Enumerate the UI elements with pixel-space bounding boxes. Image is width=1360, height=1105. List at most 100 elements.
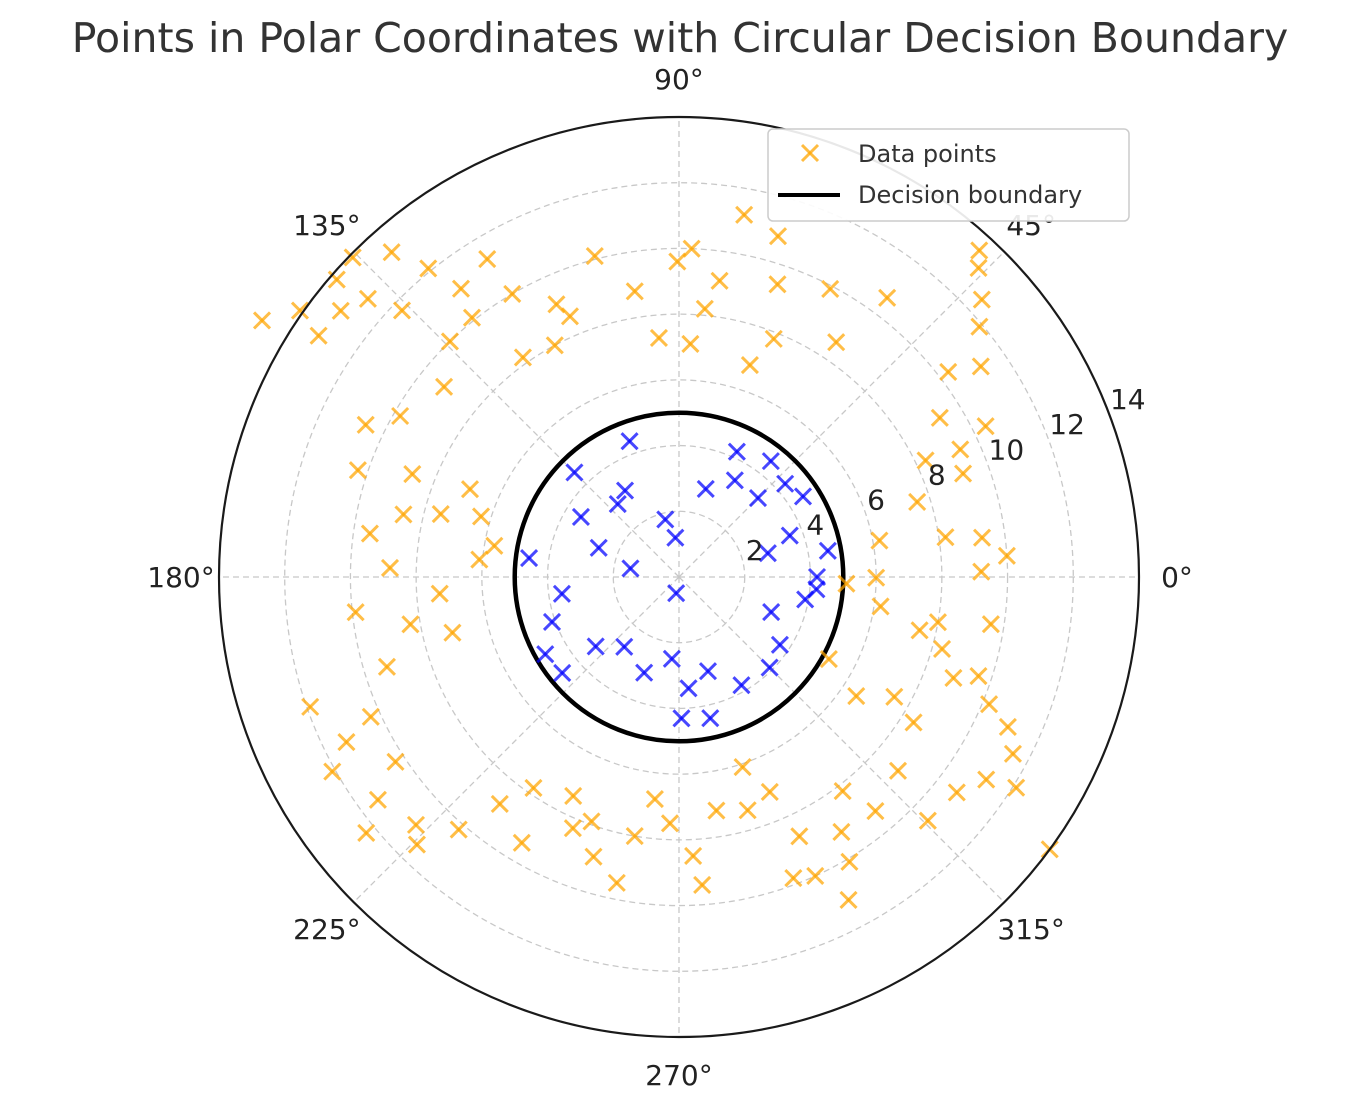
radial-tick-label: 6 — [867, 484, 885, 517]
legend-marker-icon — [800, 143, 820, 163]
chart-title: Points in Polar Coordinates with Circula… — [71, 14, 1289, 62]
data-point-outside — [740, 356, 759, 375]
data-point-outside — [301, 697, 320, 716]
data-point-outside — [827, 333, 846, 352]
radial-tick-label: 12 — [1049, 408, 1085, 441]
radial-tick-label: 2 — [746, 534, 764, 567]
data-point-inside — [780, 526, 799, 545]
data-point-outside — [470, 550, 489, 569]
data-point-inside — [776, 474, 795, 493]
data-point-outside — [695, 299, 714, 318]
data-point-outside — [936, 528, 955, 547]
data-point-inside — [635, 663, 654, 682]
data-point-outside — [331, 301, 350, 320]
data-point-outside — [847, 687, 866, 706]
radial-tick-label: 4 — [806, 509, 824, 542]
angular-gridline — [678, 576, 1005, 903]
data-point-outside — [524, 778, 543, 798]
data-point-outside — [348, 461, 367, 480]
data-point-outside — [607, 873, 626, 892]
radial-tick-label: 8 — [928, 458, 946, 491]
data-point-outside — [970, 241, 989, 260]
data-point-outside — [403, 465, 422, 484]
angular-gridline — [353, 576, 680, 903]
data-point-outside — [682, 239, 701, 258]
data-point-outside — [343, 248, 362, 267]
data-point-outside — [451, 279, 471, 298]
data-point-outside — [391, 406, 410, 426]
data-point-outside — [871, 597, 890, 616]
data-point-outside — [733, 758, 752, 777]
data-point-outside — [867, 568, 886, 587]
data-point-outside — [710, 271, 729, 290]
data-point-inside — [807, 580, 826, 599]
data-point-outside — [840, 852, 859, 871]
data-point-outside — [970, 317, 989, 336]
data-point-inside — [565, 463, 584, 482]
data-point-inside — [818, 541, 837, 560]
data-point-outside — [361, 707, 380, 726]
data-point-inside — [701, 709, 720, 728]
data-point-outside — [660, 814, 680, 833]
data-point-outside — [560, 307, 580, 326]
data-point-outside — [392, 301, 412, 320]
data-point-outside — [649, 328, 668, 348]
data-point-inside — [732, 676, 751, 695]
data-point-inside — [571, 507, 591, 526]
data-point-outside — [839, 890, 858, 909]
data-point-inside — [586, 637, 605, 656]
legend-entry-decision-boundary: Decision boundary — [858, 181, 1082, 209]
data-point-outside — [904, 713, 923, 732]
data-point-outside — [916, 451, 935, 470]
data-point-outside — [684, 846, 703, 865]
data-point-outside — [969, 258, 988, 277]
data-point-outside — [738, 801, 757, 820]
data-point-outside — [582, 812, 601, 831]
data-point-inside — [793, 487, 813, 506]
data-point-outside — [977, 770, 996, 789]
data-point-outside — [939, 362, 958, 381]
data-point-outside — [932, 639, 952, 659]
data-point-outside — [951, 440, 970, 459]
data-point-outside — [346, 603, 365, 622]
data-point-outside — [471, 507, 491, 526]
data-point-outside — [878, 288, 897, 307]
data-point-inside — [762, 602, 781, 622]
data-point-outside — [357, 823, 376, 843]
data-point-inside — [761, 452, 780, 471]
data-point-outside — [406, 815, 426, 834]
data-point-outside — [981, 615, 1000, 634]
data-point-outside — [972, 562, 991, 581]
decision-boundary-circle — [512, 410, 846, 744]
data-point-inside — [536, 645, 555, 664]
data-point-inside — [553, 663, 572, 682]
data-points-layer — [252, 205, 1059, 909]
data-point-outside — [972, 528, 992, 547]
data-point-outside — [490, 794, 509, 813]
radial-tick-label: 14 — [1110, 383, 1146, 416]
data-point-outside — [806, 866, 825, 886]
data-point-outside — [971, 357, 990, 376]
data-point-outside — [969, 666, 988, 686]
data-point-outside — [503, 284, 522, 303]
angular-gridline — [678, 251, 1005, 578]
data-point-outside — [735, 205, 754, 224]
data-point-inside — [615, 481, 635, 500]
data-point-inside — [519, 548, 539, 568]
radial-gridline — [349, 247, 1009, 907]
data-point-outside — [885, 687, 904, 706]
data-point-outside — [419, 259, 438, 278]
data-point-outside — [980, 695, 999, 714]
data-point-outside — [368, 790, 387, 809]
data-point-inside — [696, 479, 715, 499]
data-point-outside — [693, 875, 712, 895]
data-point-outside — [976, 417, 995, 436]
data-point-outside — [513, 348, 532, 367]
data-point-outside — [998, 717, 1017, 736]
decision-boundary-layer — [512, 410, 846, 744]
data-point-outside — [908, 492, 927, 511]
data-point-outside — [430, 584, 449, 603]
data-point-inside — [698, 662, 718, 681]
